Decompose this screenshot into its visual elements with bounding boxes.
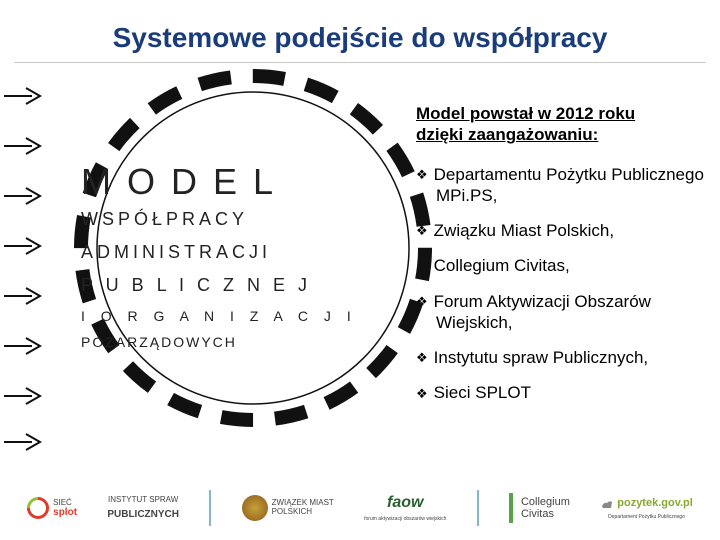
isp-line2: PUBLICZNYCH [107, 509, 179, 520]
logo-isp: INSTYTUT SPRAW PUBLICZNYCH [107, 496, 179, 520]
circle-line-model: M O D E L [81, 161, 381, 203]
zmp-icon [242, 495, 268, 521]
item-text: Instytutu spraw Publicznych, [434, 348, 648, 367]
poz-sub: Departament Pożytku Publicznego [608, 514, 685, 520]
item-text: Sieci SPLOT [434, 383, 531, 402]
list-item: ❖Collegium Civitas, [416, 255, 710, 276]
item-text: Forum Aktywizacji Obszarów Wiejskich, [434, 292, 651, 332]
circle-line-pozarzadowych: POZARZĄDOWYCH [81, 334, 381, 350]
isp-line1: INSTYTUT SPRAW [108, 496, 178, 505]
logo-faow: faow forum aktywizacji obszarów wiejskic… [364, 494, 446, 522]
circle-text: M O D E L WSPÓŁPRACY ADMINISTRACJI P U B… [81, 161, 381, 350]
list-item: ❖Związku Miast Polskich, [416, 220, 710, 241]
civitas-icon [509, 493, 513, 523]
list-item: ❖Instytutu spraw Publicznych, [416, 347, 710, 368]
faow-big: faow [387, 494, 423, 512]
circle-line-publicznej: P U B L I C Z N E J [81, 275, 381, 296]
list-item: ❖Departamentu Pożytku Publicznego MPi.PS… [416, 164, 710, 207]
content-area: M O D E L WSPÓŁPRACY ADMINISTRACJI P U B… [0, 63, 720, 461]
poz-main: pozytek.gov.pl [600, 496, 693, 510]
list-item: ❖Sieci SPLOT [416, 382, 710, 403]
zmp-line2: POLSKICH [272, 508, 334, 517]
hand-icon [600, 496, 614, 510]
list-item: ❖Forum Aktywizacji Obszarów Wiejskich, [416, 291, 710, 334]
intro-text: Model powstał w 2012 roku dzięki zaangaż… [416, 103, 710, 146]
poz-text: pozytek.gov.pl [617, 497, 693, 509]
item-text: Collegium Civitas, [434, 256, 570, 275]
splot-label1: SIEĆ [53, 498, 77, 507]
logo-civitas: Collegium Civitas [509, 493, 570, 523]
splot-icon [23, 492, 54, 523]
circle-line-wspolpracy: WSPÓŁPRACY [81, 209, 381, 230]
intro-line1: Model powstał w 2012 roku [416, 104, 635, 123]
circle-line-organizacji: I O R G A N I Z A C J I [81, 308, 381, 324]
logo-zmp: ZWIĄZEK MIAST POLSKICH [242, 495, 334, 521]
circle-diagram: M O D E L WSPÓŁPRACY ADMINISTRACJI P U B… [6, 71, 406, 461]
item-text: Departamentu Pożytku Publicznego MPi.PS, [434, 165, 704, 205]
text-column: Model powstał w 2012 roku dzięki zaangaż… [414, 71, 714, 461]
item-text: Związku Miast Polskich, [434, 221, 614, 240]
intro-line2: dzięki zaangażowaniu: [416, 125, 598, 144]
logo-separator [477, 490, 479, 526]
civ-line2: Civitas [521, 508, 570, 520]
splot-label2: splot [53, 507, 77, 518]
logo-pozytek: pozytek.gov.pl Departament Pożytku Publi… [600, 496, 693, 520]
logo-bar: SIEĆ splot INSTYTUT SPRAW PUBLICZNYCH ZW… [0, 484, 720, 532]
logo-splot: SIEĆ splot [27, 497, 77, 519]
faow-sub: forum aktywizacji obszarów wiejskich [364, 516, 446, 522]
civ-line1: Collegium [521, 496, 570, 508]
logo-separator [209, 490, 211, 526]
circle-line-administracji: ADMINISTRACJI [81, 242, 381, 263]
